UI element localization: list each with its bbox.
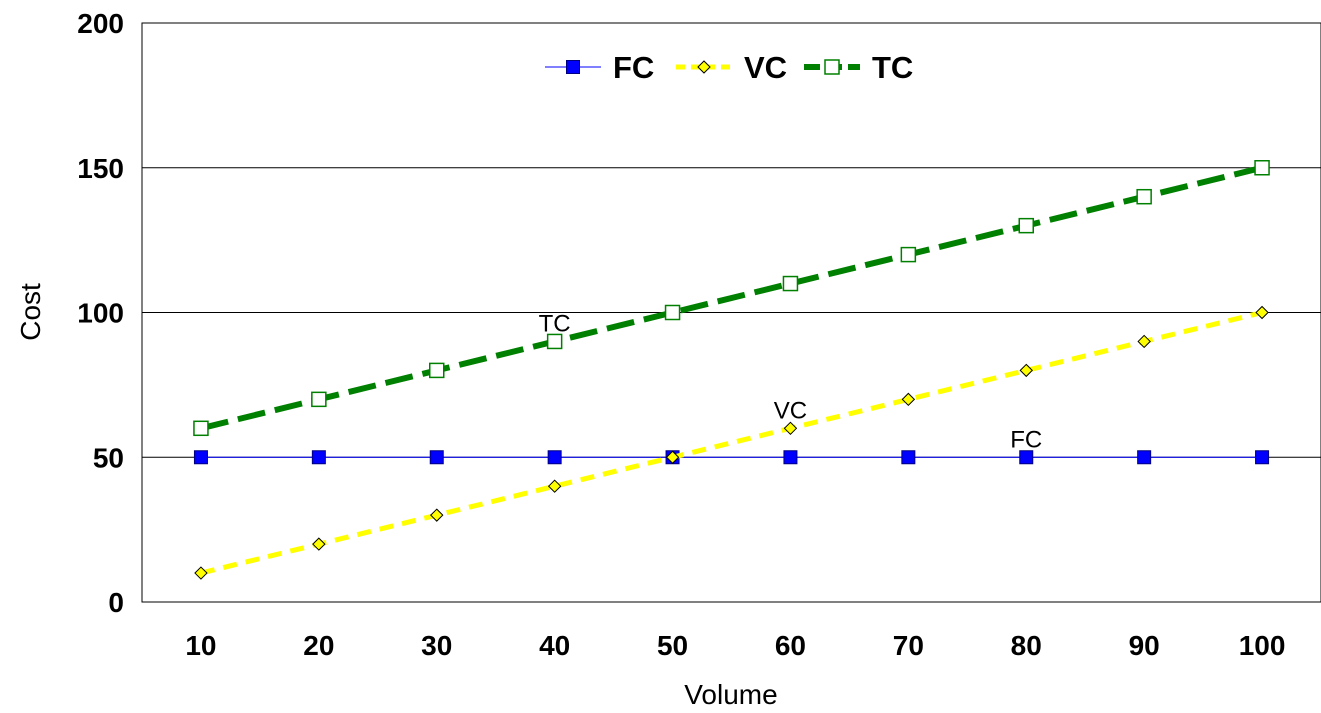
- x-tick-label: 50: [657, 630, 688, 661]
- y-tick-label: 0: [108, 587, 124, 618]
- series-fc: [193, 450, 1270, 465]
- x-tick-label: 60: [775, 630, 806, 661]
- legend-item-vc: VC: [676, 50, 787, 85]
- tc-line: [200, 164, 1263, 432]
- series-layer: [193, 160, 1270, 580]
- vc-point: [901, 392, 916, 407]
- y-tick-label: 100: [77, 298, 124, 329]
- legend-item-tc: TC: [804, 50, 913, 85]
- tc-point: [193, 420, 209, 437]
- vc-point: [665, 450, 680, 464]
- x-axis-tick-labels: 10 20 30 40 50 60 70 80 90 100: [185, 630, 1285, 661]
- series-tc: [193, 160, 1270, 437]
- legend-marker-vc: [697, 60, 711, 74]
- x-axis-title: Volume: [684, 679, 777, 710]
- fc-point: [547, 450, 562, 465]
- series-vc: [194, 305, 1269, 580]
- vc-point: [783, 421, 798, 436]
- tc-point: [429, 362, 445, 379]
- y-tick-label: 50: [93, 442, 124, 473]
- fc-point: [1137, 450, 1152, 465]
- x-tick-label: 80: [1011, 630, 1042, 661]
- tc-point: [1018, 217, 1034, 234]
- x-tick-label: 20: [303, 630, 334, 661]
- vc-point: [312, 537, 326, 551]
- annotations: TC VC FC: [539, 310, 1043, 453]
- legend-label-vc: VC: [744, 50, 787, 85]
- tc-point: [1136, 188, 1152, 205]
- x-tick-label: 90: [1129, 630, 1160, 661]
- fc-point: [783, 450, 798, 465]
- y-tick-label: 200: [77, 8, 124, 39]
- vc-point: [1137, 334, 1151, 349]
- x-tick-label: 40: [539, 630, 570, 661]
- tc-point: [546, 333, 563, 350]
- tc-point: [311, 391, 327, 408]
- x-tick-label: 70: [893, 630, 924, 661]
- gridlines: [142, 167, 1321, 458]
- x-tick-label: 100: [1239, 630, 1286, 661]
- fc-point: [311, 450, 326, 465]
- y-tick-label: 150: [77, 153, 124, 184]
- legend-label-tc: TC: [872, 50, 913, 85]
- legend-label-fc: FC: [613, 50, 654, 85]
- legend: FC VC TC: [545, 50, 913, 85]
- y-axis-tick-labels: 0 50 100 150 200: [77, 8, 124, 618]
- vc-line: [200, 310, 1263, 576]
- tc-point: [782, 275, 799, 292]
- tc-point: [664, 304, 681, 321]
- y-axis-title: Cost: [15, 283, 46, 341]
- annotation-tc: TC: [539, 310, 571, 337]
- legend-item-fc: FC: [545, 50, 654, 85]
- vc-point: [1019, 363, 1033, 378]
- x-tick-label: 30: [421, 630, 452, 661]
- tc-point: [900, 246, 917, 263]
- fc-point: [429, 450, 444, 465]
- tc-point: [1254, 160, 1270, 176]
- vc-point: [547, 479, 562, 493]
- vc-point: [194, 566, 208, 580]
- fc-point: [1019, 450, 1034, 465]
- vc-point: [430, 508, 444, 522]
- vc-point: [1255, 305, 1269, 320]
- legend-marker-fc: [566, 60, 580, 74]
- annotation-vc: VC: [774, 397, 807, 424]
- fc-point: [193, 450, 208, 465]
- fc-point: [1255, 450, 1270, 465]
- plot-area-frame: [141, 22, 1321, 603]
- x-tick-label: 10: [185, 630, 216, 661]
- annotation-fc: FC: [1010, 426, 1042, 453]
- legend-marker-tc: [824, 59, 840, 75]
- fc-point: [901, 450, 916, 465]
